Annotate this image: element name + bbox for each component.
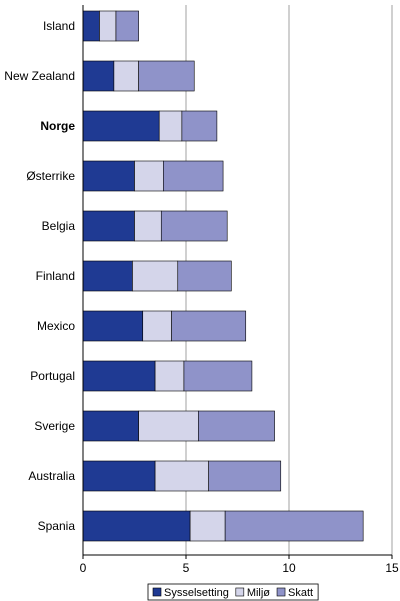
bar-belgia-miljo xyxy=(134,210,162,242)
axes xyxy=(82,5,393,559)
bar-island-miljo xyxy=(99,10,117,42)
category-labels: Island New Zealand Norge Østerrike Belgia Fin… xyxy=(4,19,75,533)
bars xyxy=(82,10,364,542)
legend-box xyxy=(147,583,319,601)
bar-island-sysselsetting xyxy=(82,10,100,42)
bar-osterrike-skatt xyxy=(163,160,224,192)
bar-norge-miljo xyxy=(158,110,183,142)
bar-spania-sysselsetting xyxy=(82,510,191,542)
bar-spania-skatt xyxy=(224,510,364,542)
bar-australia-skatt xyxy=(208,460,282,492)
bar-sverige-sysselsetting xyxy=(82,410,139,442)
bar-australia-sysselsetting xyxy=(82,460,156,492)
x-tick-label-5: 5 xyxy=(183,561,190,575)
legend-label-miljo: Miljø xyxy=(247,587,270,599)
category-label-portugal: Portugal xyxy=(30,369,75,383)
x-tick-label-0: 0 xyxy=(80,561,87,575)
bar-norge-sysselsetting xyxy=(82,110,160,142)
legend-label-skatt: Skatt xyxy=(288,587,313,599)
legend-swatch-skatt xyxy=(276,587,286,597)
bar-portugal-skatt xyxy=(183,360,253,392)
category-label-belgia: Belgia xyxy=(42,219,76,233)
category-label-australia: Australia xyxy=(28,469,75,483)
x-tick-label-15: 15 xyxy=(385,561,399,575)
category-label-finland: Finland xyxy=(36,269,75,283)
bar-spania-miljo xyxy=(189,510,226,542)
bar-sverige-skatt xyxy=(198,410,275,442)
category-label-spania: Spania xyxy=(38,519,76,533)
bar-norge-skatt xyxy=(181,110,218,142)
bar-mexico-skatt xyxy=(171,310,247,342)
bar-island-skatt xyxy=(115,10,139,42)
x-tick-labels: 0 5 10 15 xyxy=(80,561,399,575)
bar-osterrike-miljo xyxy=(134,160,164,192)
bar-mexico-miljo xyxy=(142,310,172,342)
category-label-mexico: Mexico xyxy=(37,319,75,333)
bar-new-zealand-skatt xyxy=(138,60,195,92)
bar-finland-skatt xyxy=(177,260,232,292)
bar-new-zealand-miljo xyxy=(113,60,139,92)
category-label-new-zealand: New Zealand xyxy=(4,69,75,83)
bar-finland-miljo xyxy=(132,260,179,292)
category-label-norge: Norge xyxy=(40,119,75,133)
bar-finland-sysselsetting xyxy=(82,260,133,292)
bar-portugal-miljo xyxy=(154,360,185,392)
bar-belgia-sysselsetting xyxy=(82,210,135,242)
legend-swatch-miljo xyxy=(235,587,245,597)
bar-new-zealand-sysselsetting xyxy=(82,60,115,92)
x-tick-label-10: 10 xyxy=(282,561,296,575)
category-label-sverige: Sverige xyxy=(34,419,75,433)
bar-mexico-sysselsetting xyxy=(82,310,144,342)
category-label-island: Island xyxy=(43,19,75,33)
category-label-osterrike: Østerrike xyxy=(26,169,75,183)
bar-osterrike-sysselsetting xyxy=(82,160,135,192)
legend: Sysselsetting Miljø Skatt xyxy=(147,583,319,601)
bar-belgia-skatt xyxy=(160,210,228,242)
bar-portugal-sysselsetting xyxy=(82,360,156,392)
legend-swatch-sysselsetting xyxy=(152,587,162,597)
bar-australia-miljo xyxy=(154,460,209,492)
bar-sverige-miljo xyxy=(138,410,199,442)
legend-label-sysselsetting: Sysselsetting xyxy=(164,587,229,599)
